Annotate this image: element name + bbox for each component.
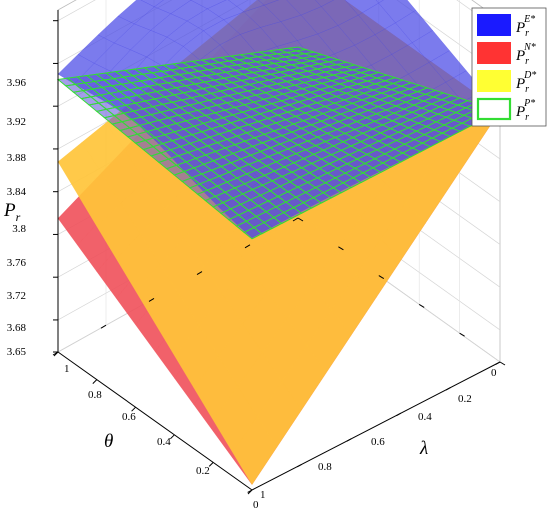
theta-tick-labels: 1 0.8 0.6 0.4 0.2 0 (64, 363, 259, 511)
surface-e-cell (257, 0, 279, 6)
theta-tick-label: 0.4 (157, 436, 171, 448)
z-tick-label: 3.72 (7, 290, 26, 302)
legend-label: PrP* (515, 98, 535, 123)
theta-tick-mark (445, 387, 451, 391)
surface-e-cell (190, 0, 227, 9)
z-tick-label: 3.88 (7, 152, 27, 164)
theta-tick-label: 1 (64, 363, 70, 375)
lambda-tick-label: 0.6 (371, 436, 385, 448)
theta-tick-mark (244, 244, 251, 249)
theta-tick-label: 0.6 (122, 411, 136, 423)
lambda-axis-title: λ (419, 438, 428, 459)
z-tick-label: 3.68 (7, 322, 27, 334)
legend-swatch-red (477, 42, 511, 64)
theta-tick-label: 0 (253, 499, 259, 511)
theta-axis-title: θ (104, 431, 113, 452)
lambda-tick-mark (92, 379, 98, 384)
lambda-tick-label: 0.4 (418, 411, 432, 423)
lambda-tick-label: 0.8 (318, 461, 332, 473)
lambda-tick-mark (338, 246, 344, 251)
z-tick-label: 3.96 (7, 77, 27, 89)
legend-item-e: PrE* (477, 14, 535, 39)
lambda-axis-line (251, 361, 501, 491)
theta-tick-mark (148, 297, 155, 302)
z-tick-label: 3.84 (7, 186, 27, 198)
legend-label: PrD* (515, 70, 536, 95)
z-axis-title: Pr (3, 200, 21, 224)
theta-tick-mark (196, 271, 203, 276)
theta-tick-label: 0.2 (196, 465, 210, 477)
legend-label: PrE* (515, 14, 535, 39)
lambda-tick-mark (418, 303, 425, 308)
theta-axis-line (57, 351, 253, 491)
theta-tick-mark (100, 324, 107, 329)
legend-swatch-blue (477, 14, 511, 36)
z-tick-labels: 3.65 3.68 3.72 3.76 3.8 3.84 3.88 3.92 3… (7, 77, 27, 358)
surface-e-cell (375, 0, 384, 4)
lambda-tick-label: 1 (260, 489, 266, 501)
legend-item-n: PrN* (477, 42, 536, 67)
theta-tick-mark (292, 217, 299, 222)
theta-tick-label: 0.8 (88, 389, 102, 401)
legend-item-p: PrP* (476, 97, 535, 123)
lambda-tick-mark (499, 361, 506, 366)
theta-tick-mark (296, 463, 302, 468)
legend-label: PrN* (515, 42, 536, 67)
lambda-tick-label: 0.2 (458, 393, 472, 405)
surface-e-cell (140, 0, 164, 8)
legend-item-d: PrD* (477, 70, 536, 95)
surface-p (56, 46, 502, 240)
axes (52, 10, 506, 495)
legend-swatch-green-outline (476, 97, 512, 121)
lambda-tick-mark (297, 217, 304, 222)
legend: PrE* PrN* PrD* PrP* (471, 7, 547, 127)
surface-e-cell (315, 0, 335, 7)
lambda-tick-mark (170, 434, 175, 440)
theta-tick-mark (495, 361, 501, 365)
lambda-tick-mark (459, 332, 465, 337)
lambda-tick-mark (131, 406, 136, 412)
theta-tick-mark (52, 351, 59, 356)
z-tick-label: 3.8 (12, 223, 26, 235)
surfaces (56, 0, 502, 485)
z-tick-label: 3.92 (7, 116, 26, 128)
lambda-tick-mark (378, 275, 385, 280)
lambda-tick-label: 0 (491, 367, 497, 379)
lambda-tick-mark (247, 489, 253, 495)
lambda-tick-labels: 0 0.2 0.4 0.6 0.8 1 (260, 367, 497, 501)
legend-swatch-yellow (477, 70, 511, 92)
z-tick-label: 3.65 (7, 346, 27, 358)
lambda-tick-mark (208, 462, 214, 467)
theta-tick-mark (396, 412, 402, 417)
z-tick-label: 3.76 (7, 257, 27, 269)
theta-tick-mark (346, 438, 352, 442)
